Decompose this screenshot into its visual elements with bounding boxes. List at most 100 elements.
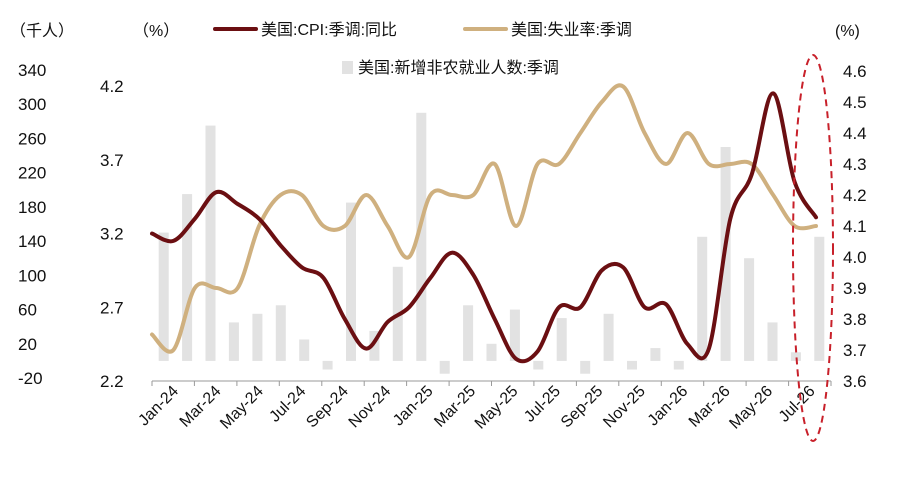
unemployment-point	[408, 256, 410, 258]
unemployment-point	[215, 287, 217, 289]
left-outer-tick-label: 340	[18, 61, 46, 80]
left-outer-tick-label: 300	[18, 95, 46, 114]
payrolls-bar	[182, 194, 193, 361]
x-tick-label: Mar-25	[431, 383, 479, 431]
right-tick-label: 4.4	[843, 124, 867, 143]
payrolls-bar	[228, 322, 239, 361]
payrolls-bar	[556, 318, 567, 361]
payrolls-bar	[697, 236, 708, 361]
unemployment-point	[708, 163, 710, 165]
payrolls-bar	[346, 202, 356, 361]
cpi-point	[194, 218, 196, 220]
payrolls-bar	[603, 313, 614, 361]
payrolls-bar	[509, 309, 520, 361]
unemployment-point	[665, 163, 667, 165]
legend: 美国:CPI:季调:同比 美国:失业率:季调 美国:新增非农就业人数:季调	[213, 21, 632, 77]
left-inner-tick-label: 4.2	[100, 77, 124, 96]
unemployment-point	[194, 287, 196, 289]
right-tick-label: 3.7	[843, 341, 867, 360]
payrolls-bar	[463, 305, 474, 361]
unemployment-point	[729, 163, 731, 165]
payrolls-bar	[205, 125, 216, 361]
unemployment-point	[365, 194, 367, 196]
x-tick-label: Jan-26	[645, 383, 692, 430]
payrolls-bar	[486, 343, 497, 361]
unemployment-point	[280, 194, 281, 196]
right-tick-label: 4.5	[843, 93, 867, 112]
right-tick-label: 4.0	[843, 248, 867, 267]
cpi-point	[687, 343, 688, 345]
unemployment-point	[472, 194, 474, 196]
cpi-point	[322, 277, 324, 279]
unemployment-point	[451, 194, 453, 196]
x-tick-label: Nov-24	[346, 383, 395, 432]
left-outer-tick-label: 60	[18, 301, 37, 320]
left-inner-tick-label: 3.7	[100, 151, 124, 170]
unemployment-point	[579, 132, 581, 134]
left-outer-tick-label: 20	[18, 335, 37, 354]
unemployment-point	[344, 225, 346, 227]
left-outer-tick-label: 260	[18, 129, 46, 148]
line-series	[150, 83, 818, 364]
cpi-point	[815, 216, 817, 218]
cpi-point	[472, 274, 474, 276]
right-tick-label: 4.6	[843, 62, 867, 81]
cpi-point	[579, 306, 581, 308]
left-outer-unit-label: （千人）	[10, 22, 74, 40]
cpi-point	[751, 174, 753, 175]
payrolls-bar	[439, 360, 450, 374]
cpi-point	[558, 306, 560, 308]
x-tick-label: May-25	[472, 383, 522, 433]
line-points	[151, 86, 817, 360]
left-outer-axis-ticks: 340 300 260 220 180 140 100 60 20 -20	[18, 61, 46, 388]
right-axis-ticks: 4.6 4.5 4.4 4.3 4.2 4.1 4.0 3.9 3.8 3.7 3.6	[843, 62, 867, 391]
cpi-point	[172, 240, 174, 242]
unemployment-point	[558, 163, 560, 165]
left-inner-tick-label: 3.2	[100, 225, 124, 244]
x-tick-label: Nov-25	[600, 383, 649, 432]
left-inner-tick-label: 2.7	[100, 298, 124, 317]
cpi-point	[387, 321, 389, 323]
unemployment-point	[301, 194, 303, 196]
x-tick-label: Sep-25	[558, 383, 607, 432]
left-inner-unit-label: （%）	[133, 22, 179, 40]
unemployment-point	[258, 225, 260, 227]
right-tick-label: 3.6	[843, 372, 867, 391]
left-outer-tick-label: 100	[18, 266, 46, 285]
cpi-point	[365, 348, 367, 350]
cpi-point	[151, 233, 153, 234]
legend-payrolls-swatch	[342, 61, 353, 74]
payrolls-bar	[322, 360, 333, 370]
x-tick-label: Jan-24	[135, 383, 182, 430]
left-inner-tick-label: 2.2	[100, 372, 124, 391]
right-unit-label: (%)	[835, 23, 860, 40]
payrolls-bar	[814, 236, 825, 361]
cpi-point	[622, 266, 624, 268]
unemployment-point	[622, 86, 624, 87]
x-tick-label: Sep-24	[303, 383, 352, 432]
cpi-point	[601, 269, 603, 271]
payrolls-bar	[744, 258, 755, 361]
cpi-point	[301, 266, 303, 268]
unemployment-point	[772, 194, 774, 196]
payrolls-bar	[767, 322, 778, 361]
unemployment-point	[151, 334, 153, 335]
unemployment-point	[322, 225, 324, 227]
legend-cpi-label: 美国:CPI:季调:同比	[261, 21, 397, 39]
unemployment-point	[537, 163, 538, 165]
right-tick-label: 4.1	[843, 217, 867, 236]
x-tick-label: Mar-24	[177, 383, 225, 431]
cpi-point	[708, 348, 710, 350]
cpi-point	[344, 318, 346, 320]
cpi-point	[644, 306, 646, 308]
payrolls-bar	[790, 352, 801, 361]
unemployment-point	[601, 101, 603, 103]
unemployment-point	[794, 225, 796, 227]
payrolls-bar	[673, 360, 684, 370]
cpi-point	[537, 351, 538, 352]
cpi-point	[408, 306, 410, 308]
cpi-point	[215, 191, 217, 193]
